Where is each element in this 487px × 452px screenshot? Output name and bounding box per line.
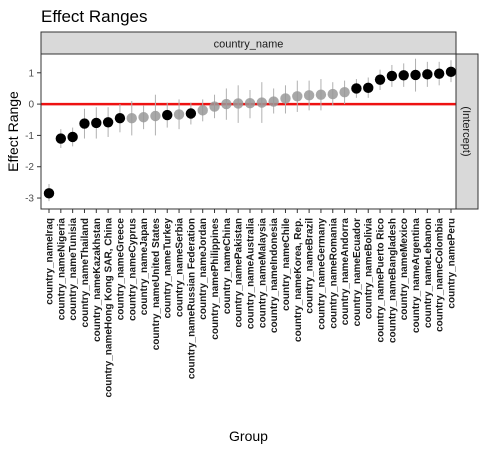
- data-point: [445, 66, 457, 78]
- data-point: [67, 131, 78, 143]
- x-tick-label: country_nameKazakhstan: [92, 218, 103, 342]
- x-tick-label: country_nameCyprus: [127, 218, 138, 321]
- x-tick-label: country_nameMalaysia: [257, 218, 268, 328]
- plot-panel: [40, 53, 457, 210]
- data-point: [173, 109, 185, 120]
- x-tick-label: country_nameIraq: [45, 218, 56, 305]
- data-point: [185, 108, 197, 119]
- x-tick-label: country_nameBangladesh: [387, 218, 398, 343]
- x-tick-label: country_nameJordan: [198, 218, 209, 320]
- x-tick-label: country_nameJapan: [139, 218, 150, 315]
- data-point: [197, 105, 208, 116]
- data-point: [138, 112, 149, 123]
- x-tick-label: country_nameMexico: [399, 218, 410, 320]
- data-point: [268, 96, 279, 107]
- x-tick-label: country_nameLebanon: [423, 218, 434, 328]
- data-point: [386, 70, 398, 82]
- data-point: [114, 112, 126, 124]
- x-tick-label: country_nameIndonesia: [269, 218, 280, 333]
- data-point: [221, 98, 232, 110]
- data-point: [410, 69, 421, 81]
- x-tick-label: country_nameRussian Federation: [186, 218, 197, 379]
- y-tick-label: 1: [28, 68, 34, 79]
- data-point: [339, 87, 350, 98]
- x-tick-label: country_nameAndorra: [340, 218, 351, 326]
- facet-strip-right-label: (Intercept): [460, 106, 472, 156]
- data-point: [256, 97, 268, 108]
- data-point: [374, 74, 386, 85]
- x-tick-label: country_nameTurkey: [163, 218, 174, 319]
- x-tick-label: country_nameColombia: [435, 218, 446, 332]
- x-tick-label: country_namePuerto Rico: [376, 218, 387, 342]
- data-point: [398, 70, 409, 81]
- data-point: [43, 188, 55, 199]
- x-tick-label: country_nameThailand: [80, 218, 91, 327]
- data-points: [43, 66, 457, 199]
- data-point: [280, 93, 291, 104]
- x-tick-label: country_nameEcuador: [352, 218, 363, 326]
- data-point: [433, 68, 445, 79]
- x-tick-label: country_namePakistan: [234, 218, 245, 328]
- data-point: [327, 88, 338, 100]
- x-tick-label: country_nameGreece: [115, 218, 126, 321]
- data-point: [315, 89, 327, 100]
- x-tick-label: country_nameBrazil: [305, 218, 316, 314]
- data-point: [91, 117, 102, 129]
- x-tick-label: country_nameArgentina: [411, 218, 422, 333]
- facet-strip-top-label: country_name: [214, 39, 284, 51]
- x-tick-label: country_nameKorea, Rep.: [293, 218, 304, 342]
- x-axis: country_nameIraq country_nameNigeria count…: [45, 209, 458, 397]
- x-axis-title: Group: [229, 428, 268, 444]
- y-tick-label: -2: [25, 162, 34, 173]
- chart-title: Effect Ranges: [41, 7, 147, 26]
- data-point: [351, 83, 362, 94]
- x-tick-label: country_nameChile: [281, 218, 292, 311]
- data-point: [102, 117, 114, 128]
- x-tick-label: country_nameNigeria: [56, 218, 67, 321]
- x-tick-label: country_nameSerbia: [175, 218, 186, 317]
- data-point: [209, 101, 220, 112]
- data-point: [422, 69, 433, 80]
- x-tick-label: country_nameChina: [222, 218, 233, 315]
- x-tick-label: country_namePhilippines: [210, 218, 221, 340]
- data-point: [150, 110, 161, 122]
- y-tick-label: -1: [25, 131, 34, 142]
- x-tick-label: country_nameBolivia: [364, 218, 375, 320]
- data-point: [363, 82, 374, 94]
- x-tick-label: country_nameHong Kong SAR, China: [104, 218, 115, 398]
- x-tick-label: country_nameAustralia: [246, 218, 257, 330]
- y-axis-title: Effect Range: [5, 91, 21, 172]
- y-tick-label: 0: [28, 100, 34, 111]
- data-point: [303, 90, 315, 101]
- data-point: [79, 118, 90, 129]
- x-tick-label: country_nameGermany: [316, 218, 327, 330]
- y-axis: -3 -2 -1 0 1: [25, 68, 41, 205]
- x-tick-label: country_nameRomania: [328, 218, 339, 329]
- data-point: [126, 112, 137, 124]
- data-point: [244, 97, 256, 109]
- data-point: [162, 109, 173, 121]
- x-tick-label: country_nameUnited States: [151, 218, 162, 351]
- data-point: [55, 133, 67, 144]
- x-tick-label: country_nameTunisia: [68, 218, 79, 321]
- y-tick-label: -3: [25, 194, 34, 205]
- x-tick-label: country_namePeru: [447, 218, 458, 309]
- data-point: [292, 91, 303, 102]
- data-point: [232, 98, 244, 109]
